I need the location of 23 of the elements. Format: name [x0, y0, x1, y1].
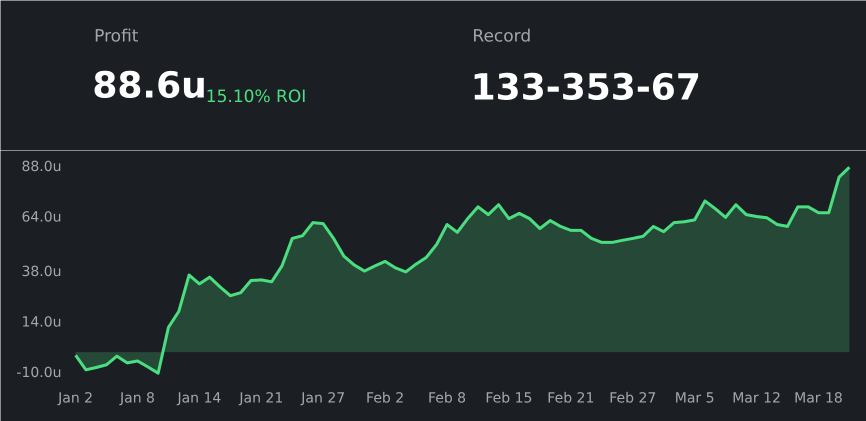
- x-tick-label: Feb 2: [366, 390, 404, 406]
- y-tick-label: 14.0u: [21, 314, 62, 331]
- y-tick-label: 88.0u: [21, 158, 62, 175]
- x-tick-label: Jan 27: [300, 390, 346, 406]
- x-tick-label: Feb 8: [428, 390, 466, 406]
- x-tick-label: Jan 2: [57, 390, 94, 406]
- x-tick-label: Feb 21: [547, 390, 594, 406]
- x-tick-label: Feb 27: [609, 390, 656, 406]
- y-tick-label: 64.0u: [21, 209, 62, 226]
- x-tick-label: Feb 15: [485, 390, 532, 406]
- text: Profit: [94, 26, 139, 46]
- x-tick-label: Mar 12: [732, 390, 781, 406]
- x-tick-label: Jan 14: [176, 390, 222, 406]
- x-tick-label: Jan 21: [238, 390, 284, 406]
- text: 133-353-67: [470, 67, 701, 108]
- x-tick-label: Mar 5: [674, 390, 715, 406]
- y-tick-label: -10.0u: [16, 365, 62, 382]
- text: Record: [472, 26, 532, 46]
- text: 15.10% ROI: [206, 86, 306, 107]
- x-tick-label: Mar 18: [794, 390, 843, 406]
- y-tick-label: 38.0u: [21, 264, 62, 280]
- text: 88.6u: [92, 65, 207, 106]
- x-tick-label: Jan 8: [119, 390, 155, 406]
